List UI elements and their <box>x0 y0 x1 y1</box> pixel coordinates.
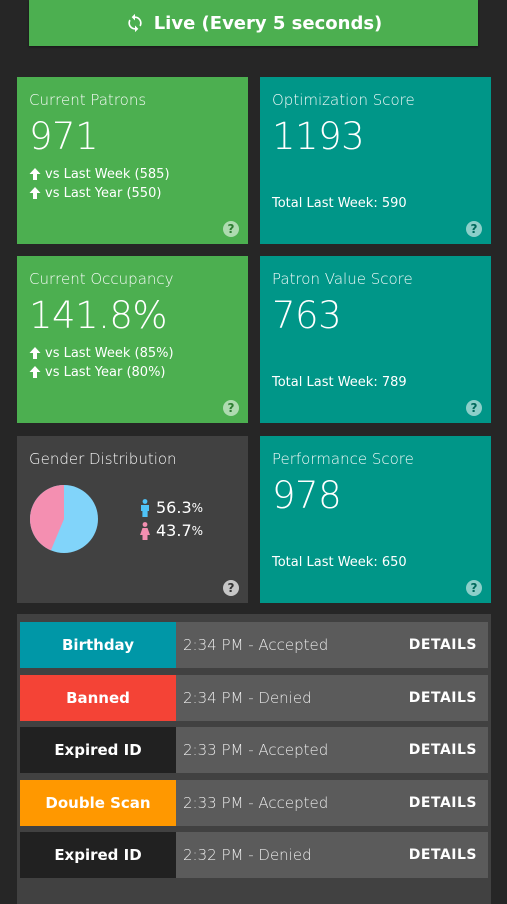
male-percent-unit: % <box>191 500 204 515</box>
comparison-text: vs Last Year (80%) <box>45 364 166 380</box>
event-time-status: 2:32 PM - Denied <box>183 846 312 864</box>
event-time-status: 2:34 PM - Denied <box>183 688 312 707</box>
male-legend-row: 56.3% <box>139 498 203 517</box>
event-tag: Expired ID <box>20 727 176 773</box>
card-title: Patron Value Score <box>272 270 413 288</box>
current-occupancy-card: Current Occupancy 141.8% vs Last Week (8… <box>17 256 248 423</box>
gender-distribution-card: Gender Distribution 56.3% 43.7% ? <box>17 436 248 603</box>
pie-slice-female <box>29 485 64 551</box>
comparison-text: vs Last Week (585) <box>45 166 170 182</box>
current-patrons-card: Current Patrons 971 vs Last Week (585) v… <box>17 77 248 244</box>
performance-score-card: Performance Score 978 Total Last Week: 6… <box>260 436 491 603</box>
help-icon[interactable]: ? <box>466 580 482 596</box>
arrow-up-icon <box>29 347 41 360</box>
gender-pie-chart <box>29 485 98 553</box>
live-refresh-button[interactable]: Live (Every 5 seconds) <box>29 0 478 46</box>
card-title: Current Occupancy <box>29 270 174 288</box>
comparison-row: vs Last Week (585) <box>29 167 236 182</box>
help-icon[interactable]: ? <box>466 400 482 416</box>
details-button[interactable]: DETAILS <box>408 794 477 811</box>
help-icon[interactable]: ? <box>223 221 239 237</box>
card-total: Total Last Week: 590 <box>272 196 407 211</box>
details-button[interactable]: DETAILS <box>408 847 477 863</box>
optimization-score-card: Optimization Score 1193 Total Last Week:… <box>260 77 491 244</box>
scan-events-list: Birthday 2:34 PM - Accepted DETAILS Bann… <box>17 614 491 904</box>
details-button[interactable]: DETAILS <box>408 742 477 758</box>
card-total: Total Last Week: 650 <box>272 555 407 570</box>
male-icon <box>141 498 149 517</box>
sync-icon <box>125 13 145 33</box>
event-time-status: 2:33 PM - Accepted <box>183 793 329 812</box>
event-time-status: 2:34 PM - Accepted <box>183 636 329 654</box>
comparison-row: vs Last Year (80%) <box>29 365 236 380</box>
female-icon <box>140 521 150 540</box>
event-row[interactable]: Expired ID 2:33 PM - Accepted DETAILS <box>20 727 488 773</box>
card-value: 971 <box>29 115 99 158</box>
help-icon[interactable]: ? <box>223 400 239 416</box>
event-tag: Birthday <box>20 622 176 668</box>
event-row[interactable]: Expired ID 2:32 PM - Denied DETAILS <box>20 832 488 878</box>
event-row[interactable]: Double Scan 2:33 PM - Accepted DETAILS <box>20 779 488 826</box>
arrow-up-icon <box>29 366 41 379</box>
card-value: 141.8% <box>29 294 168 337</box>
help-icon[interactable]: ? <box>223 580 239 596</box>
event-row[interactable]: Birthday 2:34 PM - Accepted DETAILS <box>20 622 488 668</box>
event-row[interactable]: Banned 2:34 PM - Denied DETAILS <box>20 674 488 721</box>
card-value: 978 <box>272 474 342 517</box>
details-button[interactable]: DETAILS <box>408 689 477 706</box>
comparison-text: vs Last Week (85%) <box>45 345 174 361</box>
comparison-text: vs Last Year (550) <box>45 185 162 201</box>
card-title: Performance Score <box>272 450 414 468</box>
arrow-up-icon <box>29 187 41 200</box>
event-tag: Expired ID <box>20 832 176 878</box>
event-tag: Double Scan <box>20 779 176 826</box>
live-label: Live (Every 5 seconds) <box>153 12 383 34</box>
details-button[interactable]: DETAILS <box>408 637 477 653</box>
comparison-row: vs Last Week (85%) <box>29 346 236 361</box>
event-tag: Banned <box>20 674 176 721</box>
event-time-status: 2:33 PM - Accepted <box>183 741 329 759</box>
female-legend-row: 43.7% <box>139 521 203 540</box>
patron-value-score-card: Patron Value Score 763 Total Last Week: … <box>260 256 491 423</box>
arrow-up-icon <box>29 168 41 181</box>
female-percent-unit: % <box>191 523 204 538</box>
help-icon[interactable]: ? <box>466 221 482 237</box>
card-value: 1193 <box>272 115 365 158</box>
male-percent: 56.3 <box>156 498 192 517</box>
female-percent: 43.7 <box>156 521 192 540</box>
card-value: 763 <box>272 294 342 337</box>
card-title: Optimization Score <box>272 91 415 109</box>
comparison-row: vs Last Year (550) <box>29 186 236 201</box>
card-title: Gender Distribution <box>29 450 177 468</box>
card-total: Total Last Week: 789 <box>272 375 407 390</box>
card-title: Current Patrons <box>29 91 147 109</box>
